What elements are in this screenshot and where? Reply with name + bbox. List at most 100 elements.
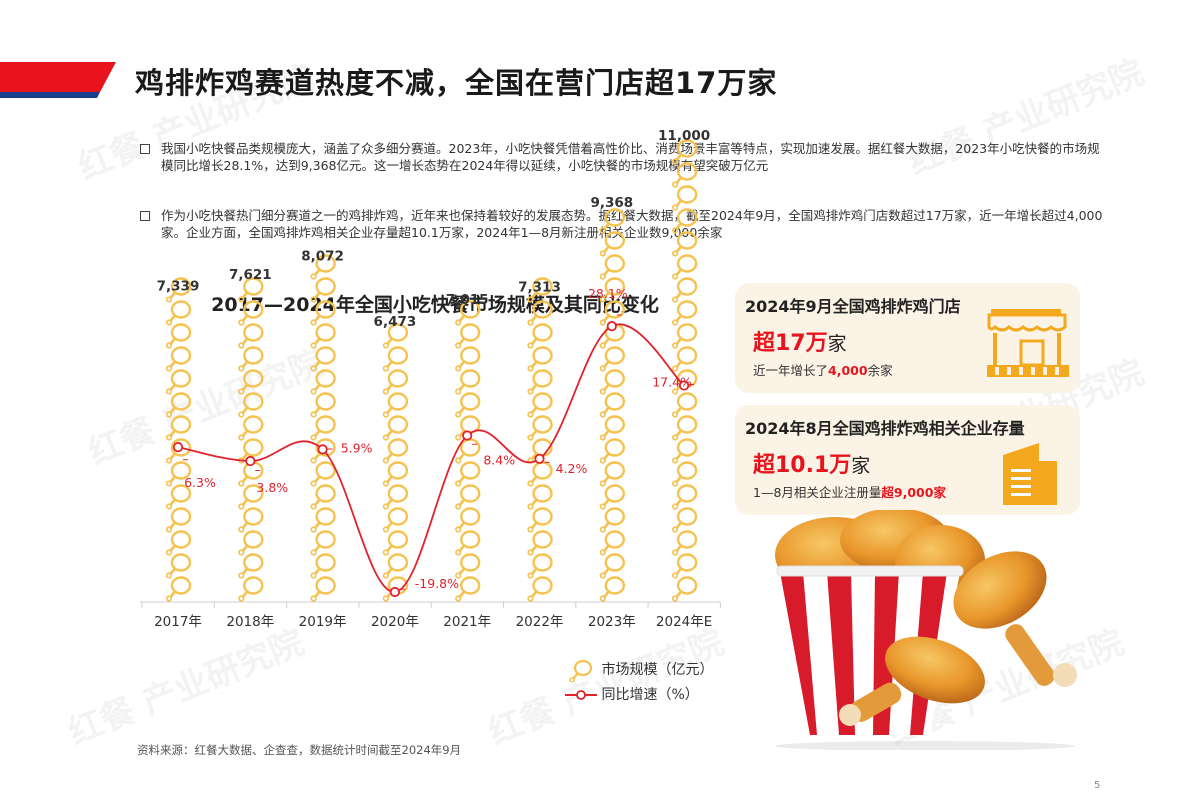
- chart-title: 2017—2024年全国小吃快餐市场规模及其同比变化: [211, 294, 659, 316]
- drumstick-unit-icon: [671, 323, 698, 349]
- growth-rate-label: 3.8%: [256, 480, 288, 495]
- drumstick-unit-icon: [165, 507, 192, 533]
- drumstick-unit-icon: [455, 323, 481, 349]
- drumstick-unit-icon: [310, 438, 336, 464]
- card-highlight-unit: 家: [851, 455, 871, 477]
- drumstick-unit-icon: [527, 438, 553, 464]
- drumstick-unit-icon: [382, 415, 409, 441]
- drumstick-unit-icon: [382, 346, 409, 372]
- drumstick-unit-icon: [455, 369, 481, 395]
- growth-rate-label: 8.4%: [483, 452, 515, 467]
- drumstick-unit-icon: [455, 392, 481, 418]
- drumstick-unit-icon: [165, 484, 192, 510]
- drumstick-unit-icon: [599, 415, 625, 441]
- drumstick-unit-icon: [238, 484, 264, 510]
- card-subtext: 1—8月相关企业注册量超9,000家: [753, 482, 946, 501]
- watermark: 红餐 产业研究院: [82, 342, 330, 474]
- drumstick-unit-icon: [310, 254, 336, 280]
- drumstick-unit-icon: [455, 415, 481, 441]
- drumstick-unit-icon: [527, 346, 553, 372]
- drumstick-unit-icon: [310, 415, 336, 441]
- info-card-enterprises: 2024年8月全国鸡排炸鸡相关企业存量 超10.1万家 1—8月相关企业注册量超…: [735, 405, 1080, 515]
- page-number: 5: [1094, 780, 1101, 791]
- card-subtext-prefix: 近一年增长了: [753, 363, 829, 378]
- drumstick-unit-icon: [671, 461, 698, 487]
- drumstick-unit-icon: [310, 484, 336, 510]
- drumstick-unit-icon: [599, 438, 625, 464]
- drumstick-unit-icon: [310, 507, 336, 533]
- drumstick-unit-icon: [527, 323, 553, 349]
- bar: [527, 277, 553, 602]
- drumstick-unit-icon: [599, 484, 625, 510]
- bullet-paragraph-1: 我国小吃快餐品类规模庞大，涵盖了众多细分赛道。2023年，小吃快餐凭借着高性价比…: [140, 140, 1106, 174]
- bar-value-label: 7,621: [229, 267, 272, 283]
- drumstick-unit-icon: [671, 438, 698, 464]
- info-card-stores: 2024年9月全国鸡排炸鸡门店 超17万家 近一年增长了4,000余家: [735, 283, 1080, 393]
- drumstick-unit-icon: [455, 484, 481, 510]
- drumstick-unit-icon: [671, 576, 698, 602]
- drumstick-unit-icon: [671, 346, 698, 372]
- growth-rate-point: [317, 444, 328, 455]
- card-subtext-suffix: 余家: [867, 363, 893, 378]
- card-highlight: 超17万家: [753, 325, 847, 357]
- x-axis-tick-label: 2021年: [443, 614, 491, 630]
- drumstick-unit-icon: [671, 415, 698, 441]
- drumstick-unit-icon: [599, 461, 625, 487]
- growth-rate-label: 4.2%: [556, 461, 588, 476]
- drumstick-unit-icon: [599, 323, 625, 349]
- growth-rate-label: 5.9%: [341, 440, 373, 455]
- drumstick-unit-icon: [165, 323, 192, 349]
- x-axis-tick-label: 2017年: [154, 614, 202, 630]
- storefront-icon: [987, 309, 1069, 377]
- drumstick-unit-icon: [671, 507, 698, 533]
- card-subtext: 近一年增长了4,000余家: [753, 360, 893, 379]
- drumstick-unit-icon: [238, 415, 264, 441]
- drumstick-unit-icon: [527, 530, 553, 556]
- drumstick-unit-icon: [671, 254, 698, 280]
- growth-rate-label: 17.4%: [652, 375, 692, 390]
- card-subtext-prefix: 1—8月相关企业注册量: [753, 485, 882, 500]
- watermark: 红餐 产业研究院: [62, 622, 310, 754]
- drumstick-unit-icon: [382, 576, 409, 602]
- fried-chicken-bucket-illustration: [775, 510, 1077, 750]
- drumstick-unit-icon: [382, 392, 409, 418]
- growth-rate-point: [534, 453, 545, 464]
- drumstick-unit-icon: [455, 576, 481, 602]
- drumstick-unit-icon: [310, 461, 336, 487]
- card-highlight-value: 超17万: [753, 331, 828, 356]
- drumstick-unit-icon: [527, 369, 553, 395]
- drumstick-unit-icon: [165, 461, 192, 487]
- drumstick-unit-icon: [310, 530, 336, 556]
- drumstick-icon: [569, 659, 593, 683]
- drumstick-unit-icon: [238, 553, 264, 579]
- drumstick-unit-icon: [382, 530, 409, 556]
- drumstick-unit-icon: [310, 392, 336, 418]
- growth-rate-label: 6.3%: [184, 475, 216, 490]
- drumstick-unit-icon: [599, 392, 625, 418]
- card-subtext-highlight: 4,000: [828, 363, 868, 378]
- growth-rate-point: [172, 442, 184, 453]
- legend-item-growth-rate: 同比增速（%）: [565, 684, 699, 705]
- legend-label: 市场规模（亿元）: [601, 662, 714, 678]
- drumstick-unit-icon: [671, 392, 698, 418]
- drumstick-unit-icon: [382, 507, 409, 533]
- card-title: 2024年8月全国鸡排炸鸡相关企业存量: [745, 419, 1025, 438]
- drumstick-unit-icon: [455, 461, 481, 487]
- drumstick-unit-icon: [165, 346, 192, 372]
- building-icon: [1003, 443, 1057, 505]
- drumstick-unit-icon: [165, 576, 192, 602]
- header-banner: [0, 62, 116, 98]
- drumstick-unit-icon: [527, 461, 553, 487]
- bullet-paragraph-2: 作为小吃快餐热门细分赛道之一的鸡排炸鸡，近年来也保持着较好的发展态势。据红餐大数…: [140, 207, 1106, 241]
- drumstick-unit-icon: [238, 576, 264, 602]
- drumstick-unit-icon: [671, 369, 698, 395]
- drumstick-unit-icon: [527, 576, 553, 602]
- drumstick-unit-icon: [455, 507, 481, 533]
- drumstick-unit-icon: [382, 369, 409, 395]
- x-axis-tick-label: 2023年: [588, 614, 636, 630]
- growth-rate-point: [245, 455, 256, 467]
- x-axis-tick-label: 2020年: [371, 614, 419, 630]
- line-marker-icon: [565, 690, 597, 700]
- drumstick-unit-icon: [455, 553, 481, 579]
- legend-item-market-size: 市场规模（亿元）: [565, 658, 714, 683]
